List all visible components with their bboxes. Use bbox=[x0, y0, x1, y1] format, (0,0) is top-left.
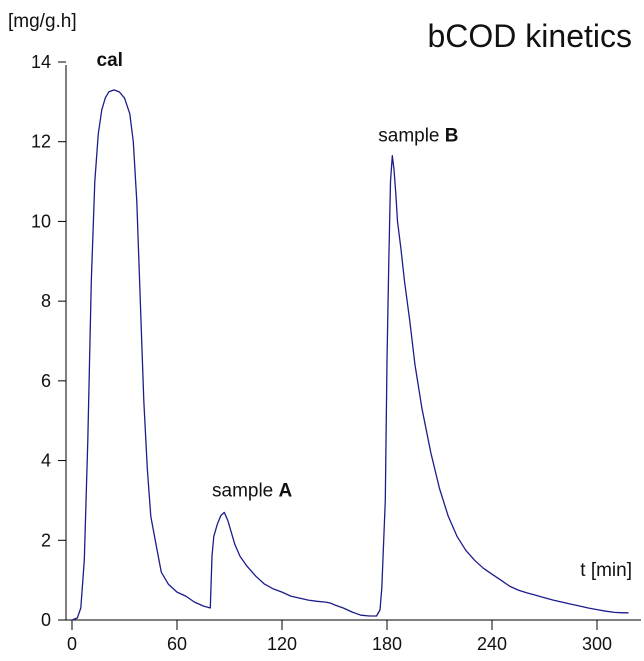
x-tick-label: 180 bbox=[372, 634, 402, 654]
x-tick-label: 300 bbox=[582, 634, 612, 654]
x-axis-label: t [min] bbox=[580, 560, 632, 581]
annotation-sample_b: sample B bbox=[378, 126, 458, 147]
y-tick-label: 10 bbox=[31, 211, 51, 231]
x-tick-label: 60 bbox=[167, 634, 187, 654]
x-tick-label: 240 bbox=[477, 634, 507, 654]
ticks: 0 2 4 6 8 10 12 14 0 60 120 180 240 300 bbox=[31, 52, 612, 654]
annotation-sample_b-prefix: sample bbox=[378, 126, 445, 147]
y-tick-label: 14 bbox=[31, 52, 51, 72]
annotation-sample_a-letter: A bbox=[279, 480, 293, 501]
x-tick-label: 0 bbox=[67, 634, 77, 654]
series-line bbox=[71, 89, 629, 621]
y-tick-label: 6 bbox=[41, 371, 51, 391]
y-tick-label: 2 bbox=[41, 530, 51, 550]
annotation-sample_a: sample A bbox=[212, 480, 293, 501]
x-tick-label: 120 bbox=[267, 634, 297, 654]
annotation-sample_a-prefix: sample bbox=[212, 480, 279, 501]
annotation-sample_b-letter: B bbox=[445, 126, 459, 147]
annotation-cal: cal bbox=[97, 50, 123, 71]
y-tick-label: 0 bbox=[41, 610, 51, 630]
axes bbox=[65, 65, 641, 621]
y-tick-label: 12 bbox=[31, 132, 51, 152]
chart-title: bCOD kinetics bbox=[428, 18, 633, 54]
y-tick-label: 4 bbox=[41, 451, 51, 471]
y-tick-label: 8 bbox=[41, 291, 51, 311]
y-axis-label: [mg/g.h] bbox=[8, 11, 77, 32]
